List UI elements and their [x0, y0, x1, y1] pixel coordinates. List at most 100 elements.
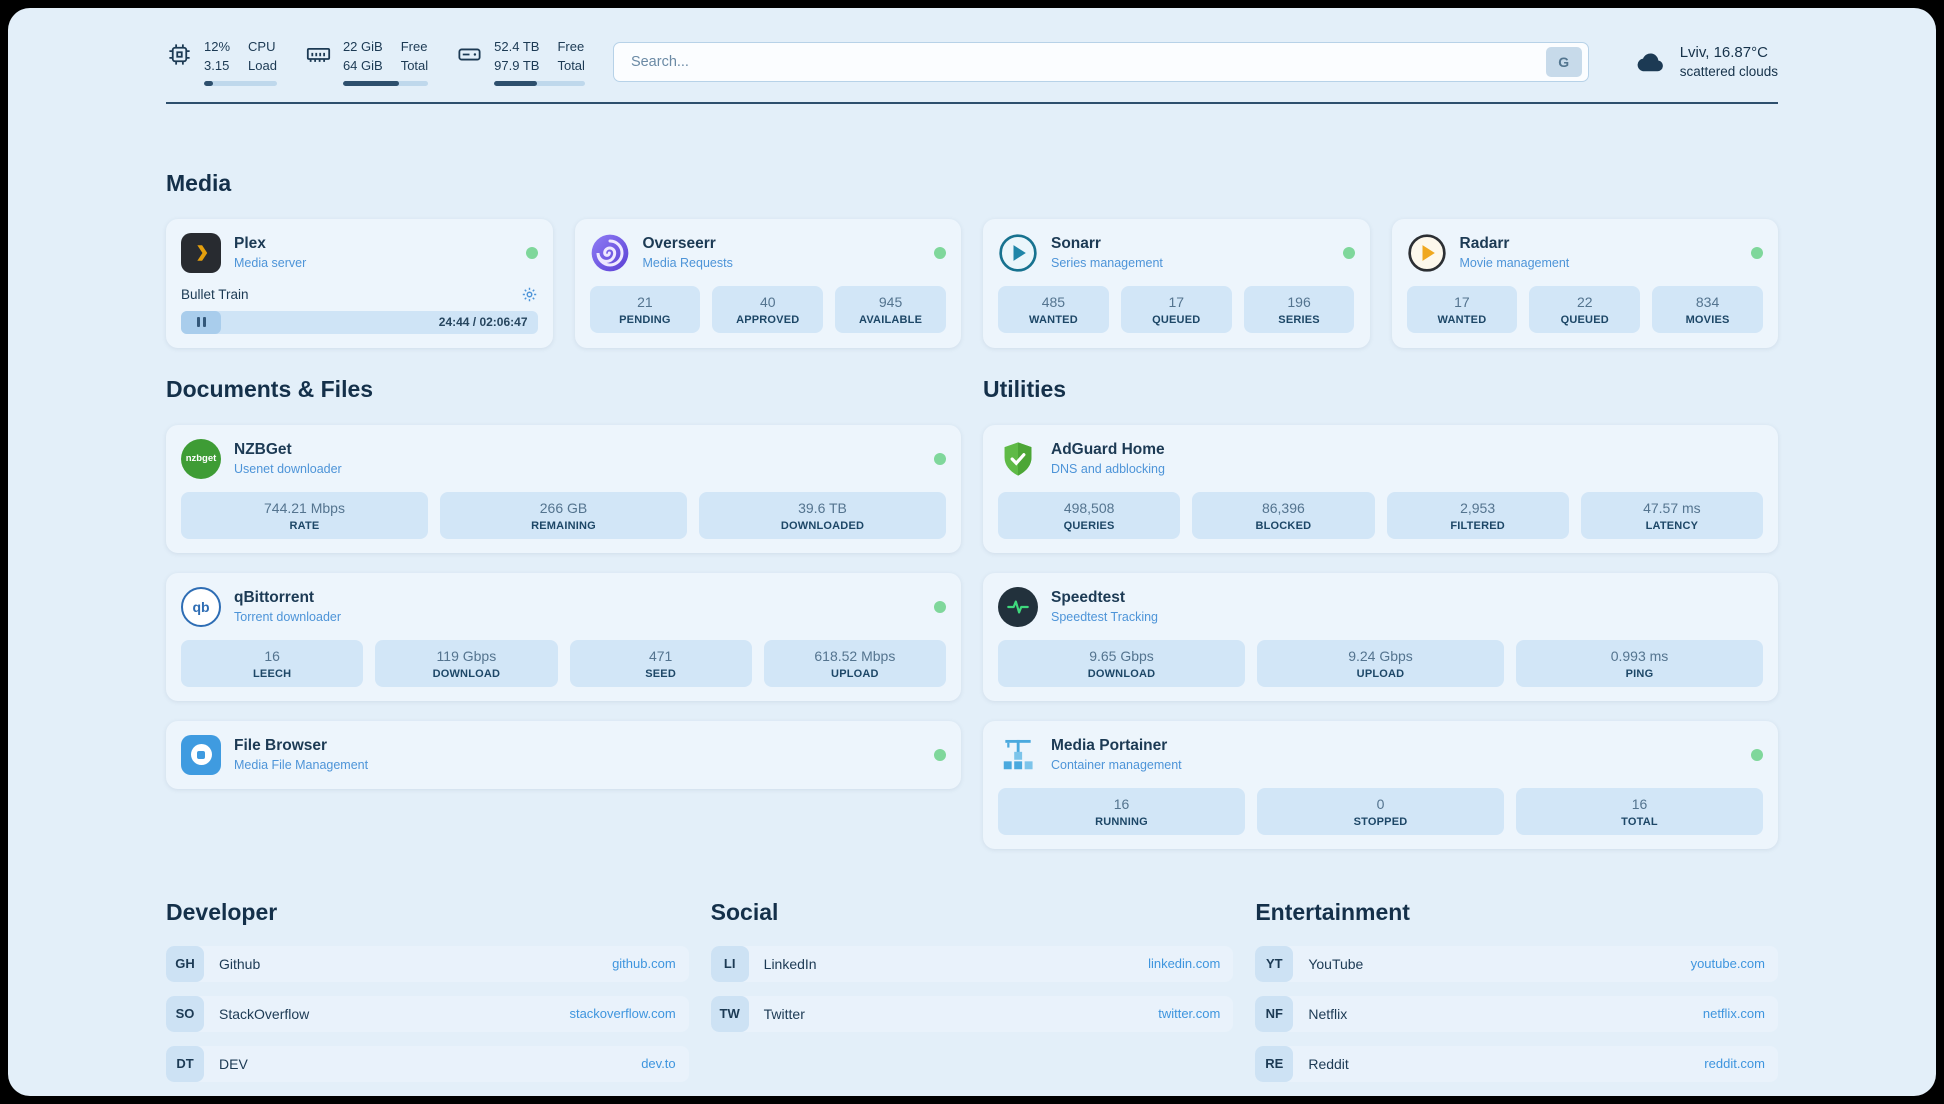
stat-label: RUNNING: [1095, 815, 1148, 828]
cloud-icon: [1633, 45, 1667, 79]
cpu-icon: [166, 41, 193, 68]
app-subtitle: Usenet downloader: [234, 462, 342, 477]
bookmark-reddit[interactable]: RE Reddit reddit.com: [1255, 1045, 1778, 1082]
sonarr-icon: [998, 233, 1038, 273]
stat-value: 2,953: [1460, 499, 1496, 516]
nzbget-app-link[interactable]: nzbget NZBGet Usenet downloader: [181, 438, 946, 479]
bookmark-stackoverflow[interactable]: SO StackOverflow stackoverflow.com: [166, 995, 689, 1032]
plex-icon: [181, 232, 221, 273]
stat-label: TOTAL: [1621, 815, 1658, 828]
now-playing-title: Bullet Train: [181, 286, 249, 302]
bookmark-url: youtube.com: [1690, 956, 1765, 972]
header-divider: [166, 101, 1778, 104]
bookmark-badge: YT: [1255, 945, 1294, 982]
bookmark-linkedin[interactable]: LI LinkedIn linkedin.com: [710, 945, 1234, 982]
app-name: Plex: [234, 235, 266, 253]
nzbget-icon: nzbget: [181, 438, 221, 479]
plex-app-link[interactable]: Plex Media server: [181, 232, 538, 273]
app-name: NZBGet: [234, 441, 292, 459]
stat-label: UPLOAD: [1356, 667, 1405, 680]
portainer-crane-icon: [998, 735, 1038, 775]
ram-label: Free: [400, 39, 428, 54]
bookmark-github[interactable]: GH Github github.com: [166, 945, 689, 982]
cpu-percent: 12%: [204, 39, 231, 54]
weather-widget: Lviv, 16.87°C scattered clouds: [1633, 44, 1778, 79]
filebrowser-app-link[interactable]: File Browser Media File Management: [181, 734, 946, 775]
stat-label: LEECH: [252, 667, 292, 680]
stat-queued: 22 QUEUED: [1529, 285, 1641, 333]
bookmark-name: StackOverflow: [219, 1005, 310, 1022]
search-engine-button[interactable]: G: [1545, 46, 1582, 77]
stat-value: 119 Gbps: [436, 647, 497, 664]
stat-value: 471: [648, 647, 673, 664]
cpu-progress-fill: [204, 80, 213, 86]
search-bar: G: [612, 41, 1589, 82]
bookmark-badge: GH: [166, 945, 204, 982]
stat-label: QUEUED: [1560, 313, 1609, 326]
stat-label: MOVIES: [1685, 313, 1730, 326]
stat-rate: 744.21 Mbps RATE: [181, 491, 428, 539]
stat-label: UPLOAD: [831, 667, 879, 680]
stat-value: 39.6 TB: [798, 499, 847, 516]
qbittorrent-card: qb qBittorrent Torrent downloader 16 LEE…: [166, 572, 961, 701]
app-name: Speedtest: [1051, 589, 1126, 607]
sonarr-app-link[interactable]: Sonarr Series management: [998, 233, 1355, 273]
stat-upload: 618.52 Mbps UPLOAD: [763, 639, 946, 687]
app-name: Media Portainer: [1051, 737, 1168, 755]
app-subtitle: Media File Management: [234, 758, 369, 773]
search-input[interactable]: [628, 52, 1546, 71]
app-subtitle: Torrent downloader: [234, 610, 342, 625]
stat-value: 21: [637, 293, 653, 310]
qbittorrent-app-link[interactable]: qb qBittorrent Torrent downloader: [181, 586, 946, 627]
app-name: Overseerr: [642, 235, 716, 253]
ram-free: 22 GiB: [342, 39, 383, 54]
stat-remaining: 266 GB REMAINING: [440, 491, 687, 539]
bookmark-url: dev.to: [641, 1056, 676, 1072]
stat-label: QUEUED: [1152, 313, 1201, 326]
bookmark-twitter[interactable]: TW Twitter twitter.com: [710, 995, 1234, 1032]
media-section: Media Plex Media server: [166, 170, 1778, 348]
speedtest-app-link[interactable]: Speedtest Speedtest Tracking: [998, 586, 1763, 627]
stat-seed: 471 SEED: [569, 639, 752, 687]
stat-label: BLOCKED: [1255, 519, 1312, 532]
memory-icon: [305, 41, 332, 68]
disk-progress-bar: [494, 80, 585, 86]
bookmark-badge: SO: [166, 995, 204, 1032]
bookmark-url: netflix.com: [1702, 1006, 1765, 1022]
stat-leech: 16 LEECH: [181, 639, 364, 687]
stat-label: APPROVED: [736, 313, 800, 326]
bookmark-dev[interactable]: DT DEV dev.to: [166, 1045, 689, 1082]
adguard-app-link[interactable]: AdGuard Home DNS and adblocking: [998, 439, 1763, 479]
stat-label: FILTERED: [1450, 519, 1505, 532]
stat-value: 40: [759, 293, 776, 310]
stat-value: 196: [1287, 293, 1311, 310]
widget-settings-gear-icon[interactable]: [521, 286, 538, 303]
bookmark-youtube[interactable]: YT YouTube youtube.com: [1255, 945, 1778, 982]
portainer-app-link[interactable]: Media Portainer Container management: [998, 735, 1763, 775]
stat-label: DOWNLOAD: [432, 667, 501, 680]
bookmark-badge: DT: [166, 1045, 204, 1082]
cpu-load: 3.15: [204, 57, 230, 73]
stat-stopped: 0 STOPPED: [1257, 787, 1504, 835]
filebrowser-icon: [181, 734, 221, 775]
bookmark-netflix[interactable]: NF Netflix netflix.com: [1255, 995, 1778, 1032]
ram-progress-fill: [342, 80, 400, 86]
radarr-app-link[interactable]: Radarr Movie management: [1407, 233, 1763, 273]
weather-condition: scattered clouds: [1679, 64, 1778, 80]
stat-label: WANTED: [1028, 313, 1078, 326]
stat-value: 618.52 Mbps: [814, 647, 896, 664]
app-name: Sonarr: [1051, 235, 1101, 253]
adguard-shield-icon: [998, 439, 1038, 479]
bookmark-url: linkedin.com: [1148, 956, 1221, 972]
overseerr-app-link[interactable]: Overseerr Media Requests: [590, 233, 946, 273]
utilities-section: Utilities: [983, 376, 1778, 849]
top-bar: 12% 3.15 CPU Load: [166, 38, 1778, 86]
radarr-icon: [1407, 233, 1447, 273]
radarr-card: Radarr Movie management 17 WANTED 22 QUE…: [1391, 218, 1778, 348]
pause-button[interactable]: [181, 310, 221, 334]
ram-label-2: Total: [400, 57, 429, 73]
bookmark-name: Netflix: [1308, 1005, 1348, 1022]
stat-value: 485: [1041, 293, 1066, 310]
bookmark-name: DEV: [219, 1055, 248, 1072]
cpu-label-2: Load: [248, 57, 277, 73]
